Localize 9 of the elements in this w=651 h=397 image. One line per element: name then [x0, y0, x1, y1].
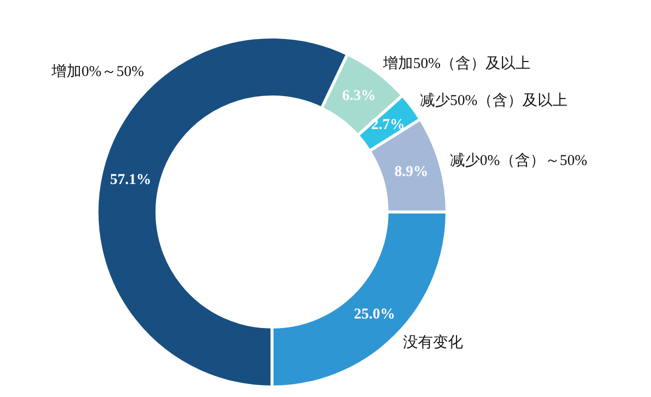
- slice-label: 减少50%（含）及以上: [420, 92, 568, 109]
- slice-label: 减少0%（含）～50%: [450, 152, 588, 169]
- data-label: 8.9%: [394, 164, 428, 180]
- slice-label: 增加50%（含）及以上: [382, 55, 531, 72]
- data-label: 6.3%: [342, 88, 376, 104]
- data-label: 25.0%: [354, 306, 396, 323]
- slice-label: 没有变化: [402, 334, 463, 351]
- slice-label: 增加0%～50%: [50, 63, 144, 80]
- data-label: 57.1%: [110, 172, 152, 188]
